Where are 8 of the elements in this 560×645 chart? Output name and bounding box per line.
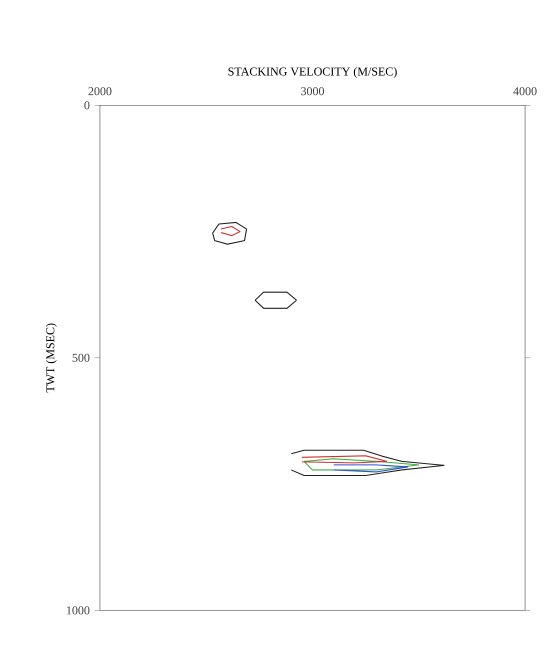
y-tick-label: 1000 — [67, 606, 90, 614]
y-tick-label: 500 — [72, 354, 90, 362]
y-tick-label: 0 — [84, 101, 90, 110]
y-axis-title: TWT (MSEC) — [46, 324, 57, 392]
x-tick-label: 4000 — [513, 87, 537, 96]
x-axis-title: STACKING VELOCITY (M/SEC) — [228, 67, 397, 78]
x-tick-label: 3000 — [301, 87, 324, 96]
x-tick-label: 2000 — [88, 87, 112, 96]
